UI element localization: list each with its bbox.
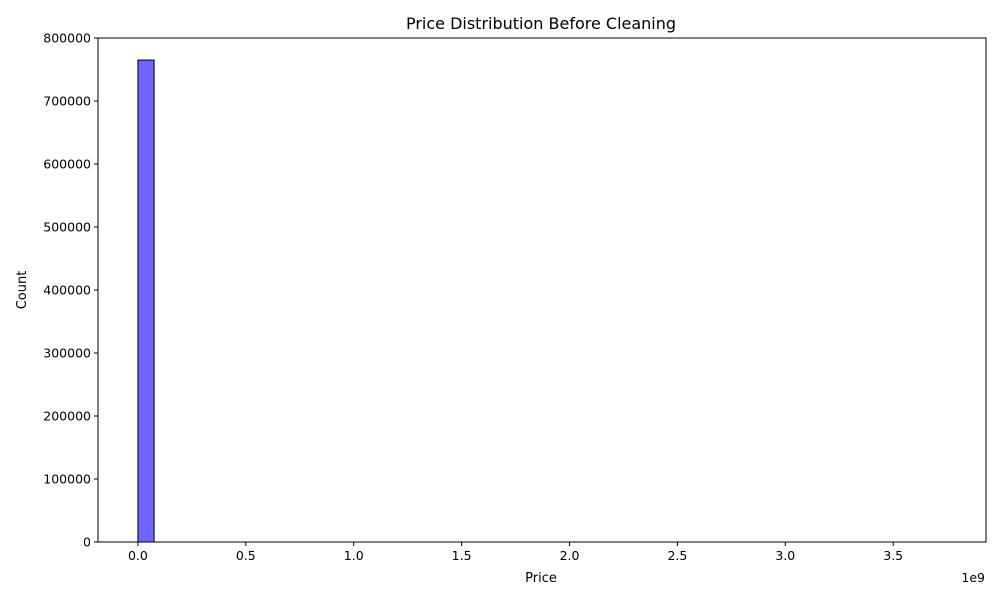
y-tick-label-1: 100000 [43,472,91,487]
y-tick-label-5: 500000 [43,220,91,235]
x-offset-label: 1e9 [961,570,985,585]
plot-frame [97,37,987,543]
y-tick-label-4: 400000 [43,283,91,298]
x-axis-ticks: 0.0 0.5 1.0 1.5 2.0 2.5 3.0 3.5 [128,542,903,563]
x-tick-label-0: 0.0 [128,548,148,563]
y-tick-label-2: 200000 [43,409,91,424]
x-tick-label-3: 1.5 [452,548,472,563]
chart-title: Price Distribution Before Cleaning [406,14,676,33]
x-axis-label: Price [525,571,557,586]
x-tick-label-4: 2.0 [560,548,580,563]
y-tick-label-7: 700000 [43,94,91,109]
x-tick-label-5: 2.5 [667,548,687,563]
x-tick-label-6: 3.0 [775,548,795,563]
y-axis-ticks: 0 100000 200000 300000 400000 500000 600000 700… [43,31,98,550]
x-tick-label-7: 3.5 [883,548,903,563]
y-axis-label: Count [15,271,30,310]
x-tick-label-2: 1.0 [344,548,364,563]
x-tick-label-1: 0.5 [236,548,256,563]
bars-group [137,59,155,543]
y-tick-label-3: 300000 [43,346,91,361]
y-tick-label-6: 600000 [43,157,91,172]
y-tick-label-0: 0 [83,535,91,550]
histogram-bar-0 [137,59,155,543]
y-tick-label-8: 800000 [43,31,91,46]
